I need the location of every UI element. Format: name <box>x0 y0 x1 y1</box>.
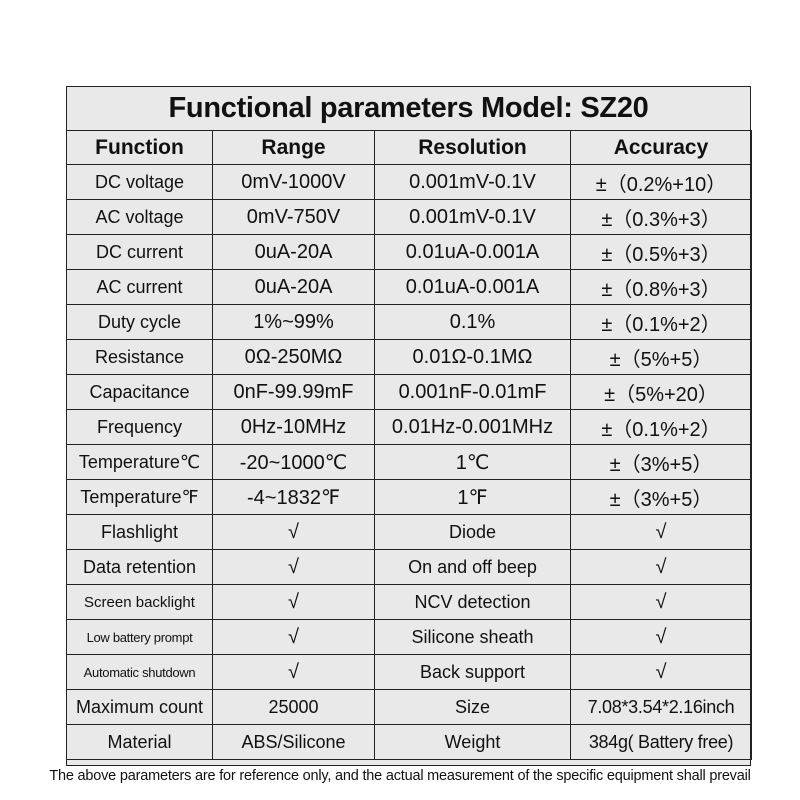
function-cell: DC current <box>66 234 213 270</box>
resolution-cell: 1℉ <box>374 479 571 515</box>
feature-check: √ <box>570 549 752 585</box>
feature-check: √ <box>212 654 375 690</box>
accuracy-cell: ±（5%+20） <box>570 374 752 410</box>
table-row: DC current 0uA-20A 0.01uA-0.001A ±（0.5%+… <box>66 234 752 270</box>
resolution-cell: 0.001mV-0.1V <box>374 164 571 200</box>
feature-row: Maximum count 25000 Size 7.08*3.54*2.16i… <box>66 689 752 725</box>
table-row: Temperature℉ -4~1832℉ 1℉ ±（3%+5） <box>66 479 752 515</box>
resolution-cell: 0.1% <box>374 304 571 340</box>
resolution-cell: 0.001nF-0.01mF <box>374 374 571 410</box>
table-row: AC current 0uA-20A 0.01uA-0.001A ±（0.8%+… <box>66 269 752 305</box>
accuracy-cell: ±（0.8%+3） <box>570 269 752 305</box>
function-cell: Duty cycle <box>66 304 213 340</box>
header-accuracy: Accuracy <box>570 130 752 165</box>
feature-label: NCV detection <box>374 584 571 620</box>
range-cell: 0nF-99.99mF <box>212 374 375 410</box>
feature-check: √ <box>212 619 375 655</box>
feature-value: 25000 <box>212 689 375 725</box>
table-row: DC voltage 0mV-1000V 0.001mV-0.1V ±（0.2%… <box>66 164 752 200</box>
feature-label: Screen backlight <box>66 584 213 620</box>
feature-row: Screen backlight √ NCV detection √ <box>66 584 752 620</box>
accuracy-cell: ±（0.1%+2） <box>570 304 752 340</box>
header-resolution: Resolution <box>374 130 571 165</box>
feature-value: ABS/Silicone <box>212 724 375 760</box>
feature-value: 384g( Battery free) <box>570 724 752 760</box>
feature-label: Back support <box>374 654 571 690</box>
table-row: AC voltage 0mV-750V 0.001mV-0.1V ±（0.3%+… <box>66 199 752 235</box>
spec-title: Functional parameters Model: SZ20 <box>168 91 649 124</box>
feature-row: Material ABS/Silicone Weight 384g( Batte… <box>66 724 752 760</box>
range-cell: 0uA-20A <box>212 234 375 270</box>
resolution-cell: 0.01Hz-0.001MHz <box>374 409 571 445</box>
function-cell: Frequency <box>66 409 213 445</box>
accuracy-cell: ±（3%+5） <box>570 444 752 480</box>
table-row: Temperature℃ -20~1000℃ 1℃ ±（3%+5） <box>66 444 752 480</box>
accuracy-cell: ±（3%+5） <box>570 479 752 515</box>
feature-row: Low battery prompt √ Silicone sheath √ <box>66 619 752 655</box>
range-cell: -4~1832℉ <box>212 479 375 515</box>
accuracy-cell: ±（0.1%+2） <box>570 409 752 445</box>
accuracy-cell: ±（0.2%+10） <box>570 164 752 200</box>
feature-check: √ <box>212 514 375 550</box>
feature-label: Maximum count <box>66 689 213 725</box>
feature-label: Automatic shutdown <box>66 654 213 690</box>
resolution-cell: 0.01uA-0.001A <box>374 234 571 270</box>
range-cell: 0mV-1000V <box>212 164 375 200</box>
table-row: Resistance 0Ω-250MΩ 0.01Ω-0.1MΩ ±（5%+5） <box>66 339 752 375</box>
function-cell: Temperature℉ <box>66 479 213 515</box>
resolution-cell: 1℃ <box>374 444 571 480</box>
range-cell: 0Ω-250MΩ <box>212 339 375 375</box>
range-cell: -20~1000℃ <box>212 444 375 480</box>
feature-label: On and off beep <box>374 549 571 585</box>
feature-label: Size <box>374 689 571 725</box>
header-function: Function <box>66 130 213 165</box>
resolution-cell: 0.01uA-0.001A <box>374 269 571 305</box>
feature-label: Silicone sheath <box>374 619 571 655</box>
feature-check: √ <box>212 549 375 585</box>
feature-label: Flashlight <box>66 514 213 550</box>
feature-check: √ <box>212 584 375 620</box>
function-cell: DC voltage <box>66 164 213 200</box>
feature-label: Data retention <box>66 549 213 585</box>
table-row: Frequency 0Hz-10MHz 0.01Hz-0.001MHz ±（0.… <box>66 409 752 445</box>
feature-check: √ <box>570 654 752 690</box>
feature-check: √ <box>570 584 752 620</box>
accuracy-cell: ±（0.5%+3） <box>570 234 752 270</box>
function-cell: Capacitance <box>66 374 213 410</box>
feature-check: √ <box>570 514 752 550</box>
function-cell: Resistance <box>66 339 213 375</box>
resolution-cell: 0.001mV-0.1V <box>374 199 571 235</box>
header-row: Function Range Resolution Accuracy <box>66 130 752 165</box>
resolution-cell: 0.01Ω-0.1MΩ <box>374 339 571 375</box>
range-cell: 1%~99% <box>212 304 375 340</box>
feature-row: Data retention √ On and off beep √ <box>66 549 752 585</box>
feature-label: Weight <box>374 724 571 760</box>
function-cell: Temperature℃ <box>66 444 213 480</box>
range-cell: 0Hz-10MHz <box>212 409 375 445</box>
feature-check: √ <box>570 619 752 655</box>
range-cell: 0uA-20A <box>212 269 375 305</box>
disclaimer-footnote: The above parameters are for reference o… <box>49 768 751 784</box>
feature-row: Flashlight √ Diode √ <box>66 514 752 550</box>
table-row: Capacitance 0nF-99.99mF 0.001nF-0.01mF ±… <box>66 374 752 410</box>
range-cell: 0mV-750V <box>212 199 375 235</box>
accuracy-cell: ±（5%+5） <box>570 339 752 375</box>
table-row: Duty cycle 1%~99% 0.1% ±（0.1%+2） <box>66 304 752 340</box>
spec-table: Function Range Resolution Accuracy DC vo… <box>66 130 752 760</box>
feature-label: Low battery prompt <box>66 619 213 655</box>
feature-value: 7.08*3.54*2.16inch <box>570 689 752 725</box>
feature-label: Diode <box>374 514 571 550</box>
function-cell: AC voltage <box>66 199 213 235</box>
header-range: Range <box>212 130 375 165</box>
feature-label: Material <box>66 724 213 760</box>
accuracy-cell: ±（0.3%+3） <box>570 199 752 235</box>
feature-row: Automatic shutdown √ Back support √ <box>66 654 752 690</box>
function-cell: AC current <box>66 269 213 305</box>
